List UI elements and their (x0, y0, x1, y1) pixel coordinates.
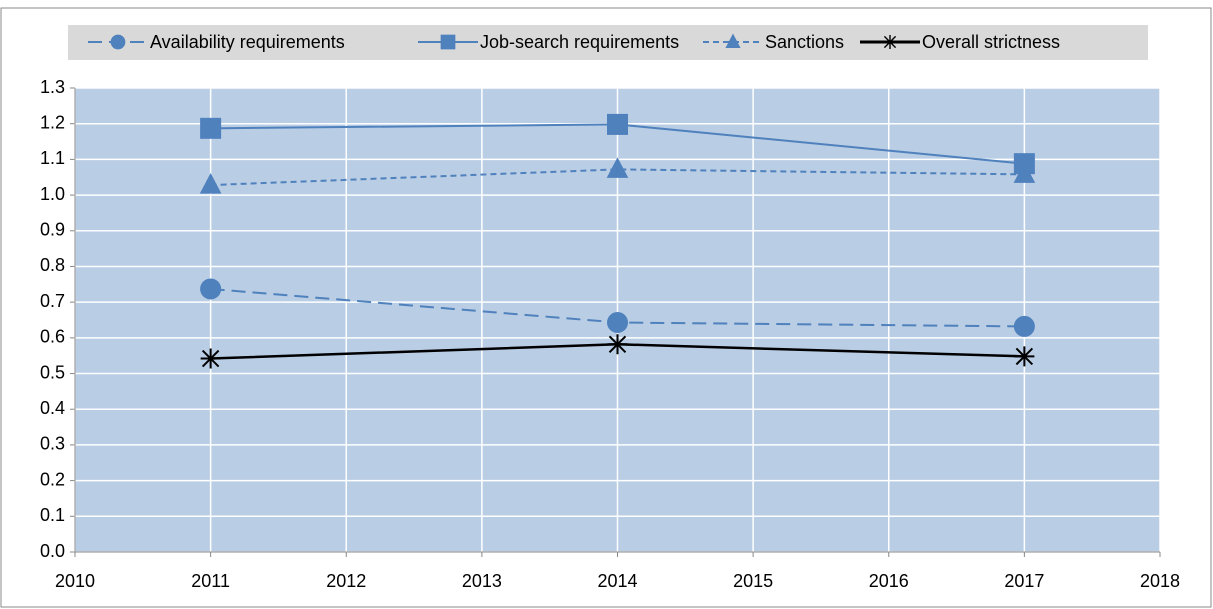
marker (200, 117, 222, 139)
x-tick-label: 2011 (191, 571, 230, 591)
y-tick-label: 0.9 (40, 220, 65, 240)
marker (607, 311, 628, 333)
x-tick-label: 2010 (55, 571, 95, 591)
marker (1014, 346, 1035, 367)
marker (200, 278, 222, 300)
x-tick-label: 2018 (1140, 571, 1180, 591)
x-tick-label: 2016 (869, 571, 909, 591)
y-tick-label: 1.0 (40, 184, 65, 204)
marker (882, 35, 897, 49)
x-tick-label: 2013 (462, 571, 502, 591)
marker (725, 33, 741, 48)
marker (110, 34, 126, 50)
y-tick-label: 0.6 (40, 327, 65, 347)
marker (606, 157, 629, 178)
legend-label: Overall strictness (922, 32, 1060, 52)
x-tick-label: 2014 (597, 571, 637, 591)
marker (1013, 315, 1035, 337)
y-tick-label: 0.0 (40, 541, 65, 561)
marker (199, 173, 222, 194)
y-tick-label: 0.8 (40, 255, 65, 275)
legend-label: Availability requirements (150, 32, 345, 52)
y-tick-label: 0.1 (40, 505, 65, 525)
x-tick-label: 2015 (733, 571, 773, 591)
series-line (210, 168, 1025, 187)
x-tick-label: 2017 (1004, 571, 1044, 591)
marker (1013, 162, 1036, 183)
y-tick-label: 1.3 (40, 77, 65, 97)
y-tick-label: 0.5 (40, 362, 65, 382)
x-tick-label: 2012 (326, 571, 366, 591)
legend-label: Job-search requirements (480, 32, 679, 52)
y-tick-label: 0.7 (40, 291, 65, 311)
marker (607, 113, 628, 135)
marker (200, 348, 221, 369)
legend-label: Sanctions (765, 32, 844, 52)
marker (440, 34, 456, 50)
y-tick-label: 1.2 (40, 112, 65, 132)
y-tick-label: 0.3 (40, 434, 65, 454)
y-tick-label: 1.1 (40, 148, 65, 168)
legend-box (68, 25, 1148, 60)
y-tick-label: 0.2 (40, 469, 65, 489)
marker (607, 334, 628, 355)
y-tick-label: 0.4 (40, 398, 65, 418)
